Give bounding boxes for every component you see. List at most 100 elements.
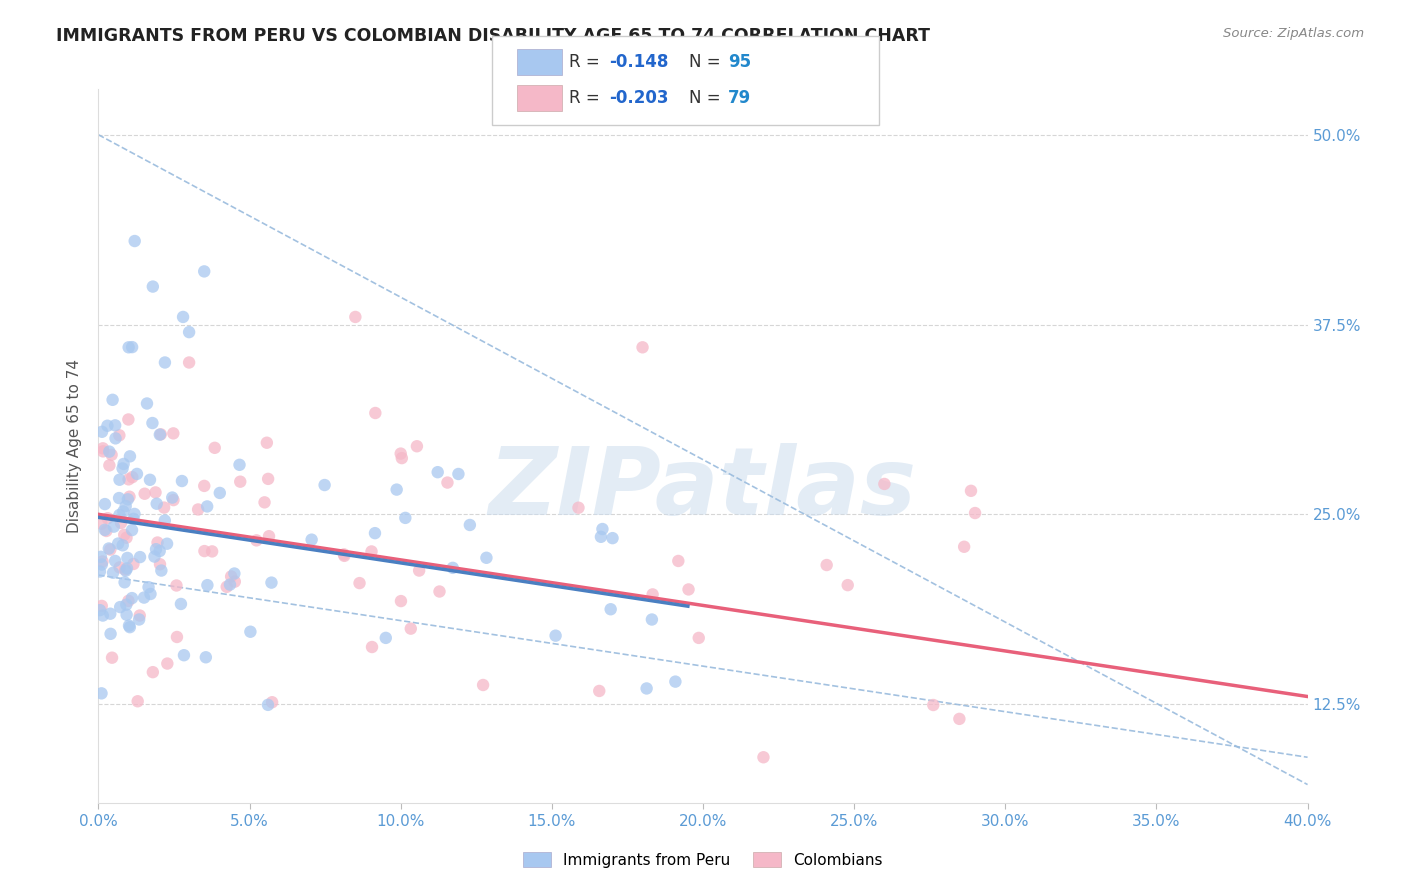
Point bbox=[104, 554, 127, 568]
Point bbox=[94, 497, 117, 511]
Point bbox=[257, 698, 280, 712]
Point bbox=[108, 491, 131, 505]
Point bbox=[162, 426, 184, 441]
Point bbox=[145, 542, 167, 557]
Point bbox=[360, 544, 382, 558]
Point bbox=[127, 694, 149, 708]
Point bbox=[104, 431, 127, 445]
Point bbox=[114, 562, 136, 576]
Point bbox=[170, 597, 193, 611]
Point bbox=[193, 544, 215, 558]
Point bbox=[124, 507, 146, 521]
Point bbox=[229, 475, 252, 489]
Point bbox=[128, 608, 150, 623]
Point bbox=[195, 500, 218, 514]
Point bbox=[197, 578, 219, 592]
Point bbox=[204, 441, 226, 455]
Point bbox=[89, 565, 111, 579]
Point bbox=[641, 587, 664, 601]
Point bbox=[96, 524, 118, 538]
Point bbox=[145, 497, 167, 511]
Point bbox=[472, 678, 495, 692]
Point bbox=[97, 511, 120, 525]
Point bbox=[121, 523, 143, 537]
Point bbox=[408, 564, 430, 578]
Point bbox=[96, 418, 118, 433]
Point bbox=[389, 447, 412, 461]
Point bbox=[121, 340, 143, 354]
Point bbox=[90, 686, 112, 700]
Point bbox=[107, 536, 129, 550]
Point bbox=[112, 504, 135, 518]
Point bbox=[108, 473, 131, 487]
Point bbox=[115, 531, 138, 545]
Point bbox=[122, 512, 145, 526]
Point bbox=[101, 566, 124, 580]
Point bbox=[117, 472, 139, 486]
Text: N =: N = bbox=[689, 89, 725, 107]
Point bbox=[111, 538, 134, 552]
Point bbox=[111, 461, 134, 475]
Point bbox=[245, 533, 267, 548]
Point bbox=[97, 541, 120, 556]
Point bbox=[314, 478, 336, 492]
Point bbox=[399, 622, 422, 636]
Point bbox=[588, 684, 610, 698]
Point bbox=[406, 439, 429, 453]
Point bbox=[91, 444, 114, 458]
Point bbox=[170, 474, 193, 488]
Point bbox=[193, 264, 215, 278]
Point bbox=[602, 531, 624, 545]
Point bbox=[108, 428, 131, 442]
Point bbox=[364, 526, 387, 541]
Point bbox=[631, 340, 654, 354]
Point bbox=[219, 569, 242, 583]
Point bbox=[146, 535, 169, 549]
Y-axis label: Disability Age 65 to 74: Disability Age 65 to 74 bbox=[67, 359, 83, 533]
Point bbox=[965, 506, 987, 520]
Point bbox=[101, 392, 124, 407]
Point bbox=[224, 566, 246, 581]
Point bbox=[115, 561, 138, 575]
Text: 79: 79 bbox=[728, 89, 752, 107]
Point bbox=[91, 425, 114, 439]
Point bbox=[589, 530, 612, 544]
Point bbox=[98, 444, 121, 458]
Point bbox=[260, 575, 283, 590]
Point bbox=[361, 640, 384, 654]
Point bbox=[142, 665, 165, 680]
Point bbox=[599, 602, 621, 616]
Point bbox=[441, 561, 464, 575]
Point bbox=[208, 486, 231, 500]
Point bbox=[333, 548, 356, 562]
Point bbox=[110, 516, 132, 530]
Point bbox=[475, 550, 498, 565]
Point bbox=[447, 467, 470, 481]
Point bbox=[90, 558, 112, 572]
Point bbox=[90, 599, 112, 613]
Point bbox=[153, 355, 176, 369]
Point bbox=[215, 580, 238, 594]
Point bbox=[187, 502, 209, 516]
Point bbox=[112, 528, 135, 542]
Point bbox=[194, 650, 217, 665]
Point bbox=[142, 279, 165, 293]
Point bbox=[173, 648, 195, 663]
Point bbox=[385, 483, 408, 497]
Point bbox=[121, 470, 143, 484]
Point bbox=[156, 537, 179, 551]
Text: -0.148: -0.148 bbox=[609, 54, 668, 71]
Point bbox=[436, 475, 458, 490]
Point bbox=[364, 406, 387, 420]
Point bbox=[201, 544, 224, 558]
Point bbox=[873, 477, 896, 491]
Point bbox=[389, 594, 412, 608]
Point bbox=[156, 657, 179, 671]
Point bbox=[391, 451, 413, 466]
Point bbox=[815, 558, 838, 572]
Point bbox=[149, 544, 172, 558]
Point bbox=[101, 650, 124, 665]
Point bbox=[136, 396, 159, 410]
Text: IMMIGRANTS FROM PERU VS COLOMBIAN DISABILITY AGE 65 TO 74 CORRELATION CHART: IMMIGRANTS FROM PERU VS COLOMBIAN DISABI… bbox=[56, 27, 931, 45]
Point bbox=[544, 629, 567, 643]
